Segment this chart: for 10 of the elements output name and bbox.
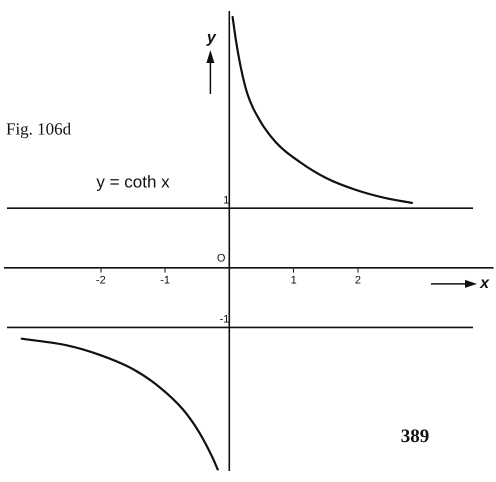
x-tick-label: 2	[354, 274, 362, 286]
annotation: 389	[400, 426, 430, 447]
annotation: O	[216, 252, 226, 264]
x-tick-label: -2	[96, 274, 106, 286]
annotation: y = coth x	[96, 172, 170, 192]
y-axis-title: y	[206, 29, 217, 46]
x-axis-title: x	[479, 275, 490, 292]
x-tick-label: -1	[160, 274, 170, 286]
text: Fig. 106d	[6, 119, 72, 138]
x-tick-label: 1	[290, 274, 297, 286]
